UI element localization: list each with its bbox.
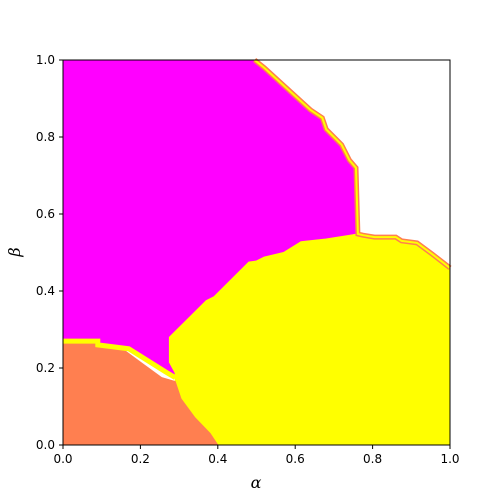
x-axis: 0.0 0.2 0.4 0.6 0.8 1.0	[53, 445, 460, 466]
x-tick-label: 0.8	[363, 452, 382, 466]
x-tick-label: 0.2	[131, 452, 150, 466]
y-tick-label: 0.0	[36, 438, 55, 452]
x-tick-label: 0.4	[208, 452, 227, 466]
y-tick-label: 0.4	[36, 284, 55, 298]
x-tick-label: 1.0	[440, 452, 459, 466]
y-axis: 0.0 0.2 0.4 0.6 0.8 1.0	[36, 53, 63, 452]
x-tick-label: 0.6	[286, 452, 305, 466]
y-tick-label: 0.6	[36, 207, 55, 221]
plot-frame	[62, 59, 451, 446]
y-tick-label: 0.8	[36, 130, 55, 144]
x-tick-label: 0.0	[53, 452, 72, 466]
boundary-layer	[63, 58, 452, 380]
y-tick-label: 1.0	[36, 53, 55, 67]
boundary-core-upper-right-edge	[253, 59, 451, 269]
y-axis-label: β	[5, 247, 24, 257]
boundary-core-magenta-coral-edge	[63, 340, 176, 379]
x-axis-label: α	[251, 473, 262, 492]
y-tick-label: 0.2	[36, 361, 55, 375]
